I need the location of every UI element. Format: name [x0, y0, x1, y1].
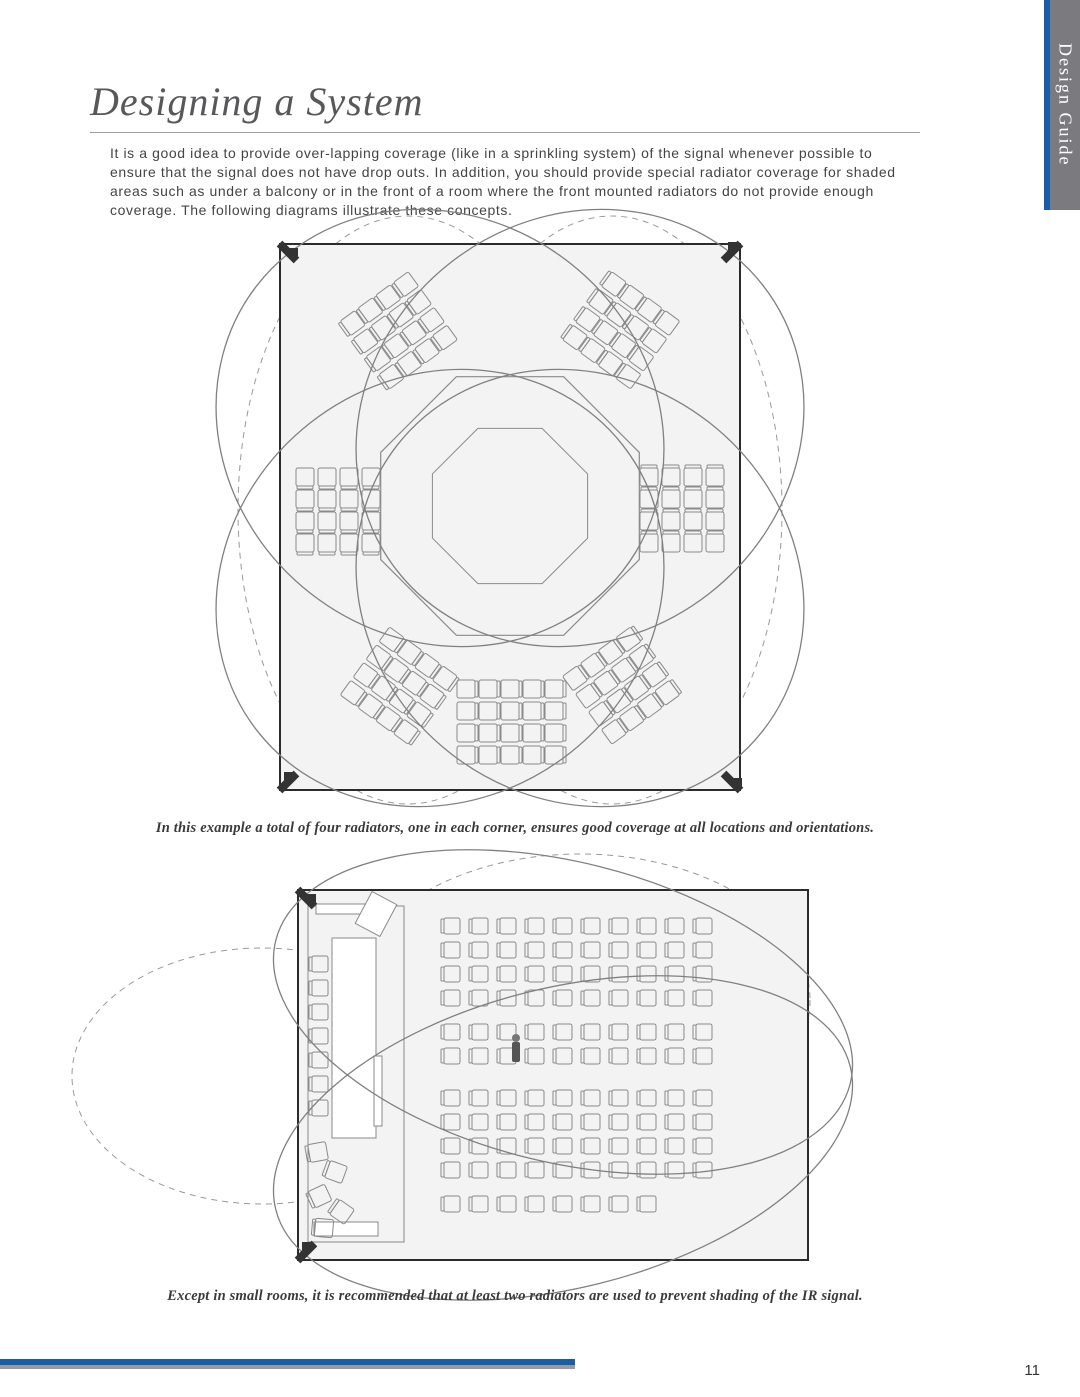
body-paragraph: It is a good idea to provide over-lappin… [110, 144, 920, 220]
side-tab: Design Guide [1044, 0, 1080, 210]
coverage-diagram-classroom [208, 856, 828, 1276]
page-number: 11 [1024, 1362, 1040, 1379]
coverage-diagram-hexagonal [230, 228, 796, 808]
side-tab-label: Design Guide [1055, 43, 1076, 166]
footer-bar [0, 1359, 575, 1369]
title-rule [90, 132, 920, 133]
page-title: Designing a System [90, 78, 424, 125]
diagram1-caption: In this example a total of four radiator… [110, 820, 920, 837]
diagram2-caption: Except in small rooms, it is recommended… [110, 1288, 920, 1305]
